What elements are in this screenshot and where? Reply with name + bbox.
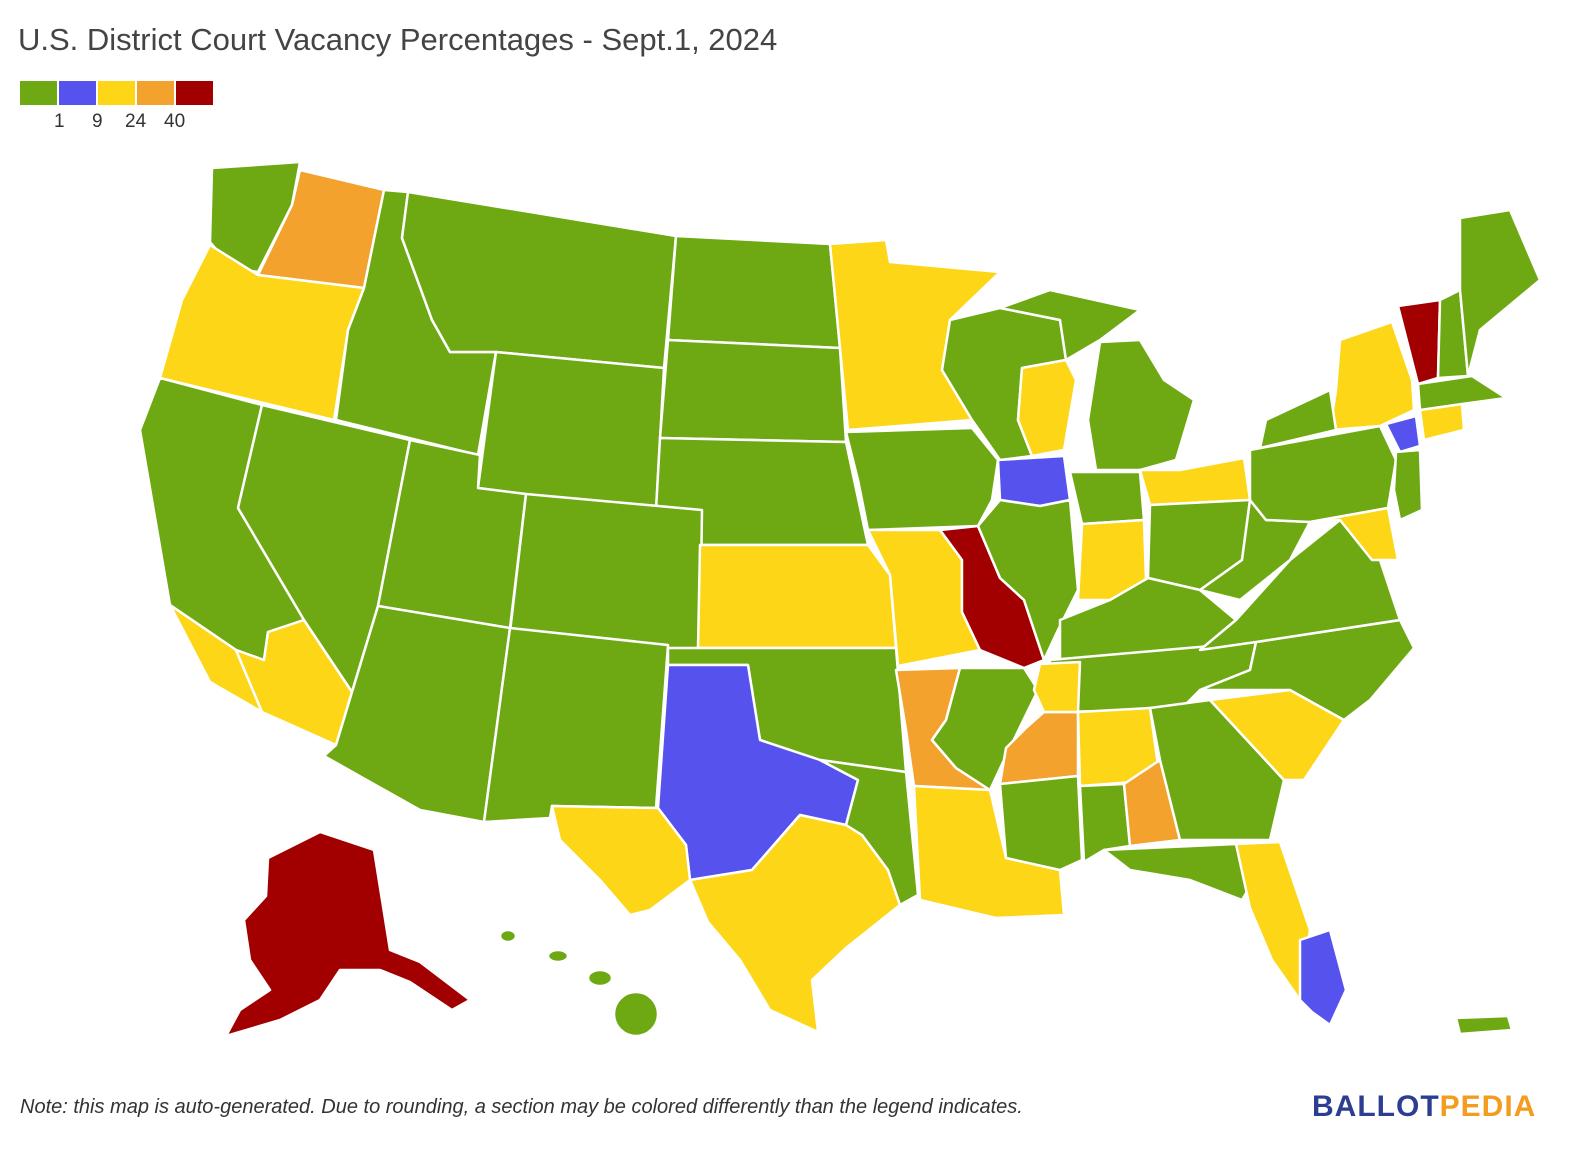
legend-labels: 1 9 24 40	[20, 111, 213, 135]
district-oh-north[interactable]	[1138, 456, 1252, 507]
district-south-carolina[interactable]	[1208, 688, 1346, 782]
legend-swatch-green	[20, 81, 57, 105]
district-in-north[interactable]	[1068, 470, 1146, 526]
district-fl-south[interactable]	[1298, 928, 1348, 1027]
legend-label-40: 40	[164, 111, 186, 132]
district-north-dakota[interactable]	[666, 234, 842, 350]
district-hawaii-oahu[interactable]	[546, 948, 570, 964]
legend-swatches	[20, 81, 213, 105]
district-new-jersey[interactable]	[1392, 448, 1424, 522]
district-south-dakota[interactable]	[658, 338, 848, 444]
district-puerto-rico[interactable]	[1454, 1014, 1514, 1036]
legend-label-1: 1	[54, 111, 65, 132]
district-new-mexico[interactable]	[482, 626, 670, 824]
district-mi-lower[interactable]	[1086, 338, 1196, 472]
legend-swatch-blue	[59, 81, 96, 105]
district-iowa[interactable]	[844, 426, 1000, 532]
legend-label-9: 9	[92, 111, 103, 132]
color-legend: 1 9 24 40	[20, 81, 213, 135]
district-tx-south[interactable]	[688, 813, 902, 1034]
district-colorado[interactable]	[508, 492, 704, 654]
district-hawaii-kauai[interactable]	[498, 928, 518, 944]
legend-label-24: 24	[125, 111, 147, 132]
district-wyoming[interactable]	[476, 350, 666, 514]
district-tx-west[interactable]	[550, 804, 692, 917]
district-massachusetts[interactable]	[1416, 374, 1508, 412]
district-al-south[interactable]	[1078, 782, 1132, 864]
district-louisiana[interactable]	[912, 784, 1066, 920]
district-maryland[interactable]	[1308, 506, 1400, 562]
district-hawaii-maui[interactable]	[586, 968, 614, 988]
district-kansas[interactable]	[696, 543, 898, 650]
district-alaska[interactable]	[224, 830, 472, 1038]
footnote: Note: this map is auto-generated. Due to…	[20, 1096, 1023, 1118]
district-il-north[interactable]	[996, 454, 1072, 508]
district-ny-south-east[interactable]	[1384, 414, 1422, 454]
district-il-central-south[interactable]	[976, 498, 1080, 662]
district-tx-east[interactable]	[818, 758, 920, 907]
legend-swatch-red	[176, 81, 213, 105]
legend-swatch-orange	[137, 81, 174, 105]
district-ny-west-green[interactable]	[1258, 388, 1338, 450]
district-montana[interactable]	[400, 190, 678, 370]
ballotpedia-logo: BALLOTPEDIA	[1312, 1090, 1536, 1124]
district-ny-north-west[interactable]	[1328, 320, 1416, 432]
district-mi-upper[interactable]	[998, 288, 1142, 362]
district-wa-west[interactable]	[208, 160, 302, 274]
map-title: U.S. District Court Vacancy Percentages …	[18, 22, 778, 57]
district-wi-east[interactable]	[1016, 358, 1078, 458]
logo-part-pedia: PEDIA	[1439, 1090, 1537, 1123]
logo-part-ballot: BALLOT	[1312, 1090, 1440, 1123]
district-hawaii-big[interactable]	[612, 990, 660, 1038]
district-ms-north-top[interactable]	[1032, 660, 1082, 714]
district-maine[interactable]	[1458, 208, 1542, 378]
legend-swatch-yellow	[98, 81, 135, 105]
district-ms-south[interactable]	[998, 774, 1084, 872]
district-north-carolina[interactable]	[1198, 618, 1416, 722]
